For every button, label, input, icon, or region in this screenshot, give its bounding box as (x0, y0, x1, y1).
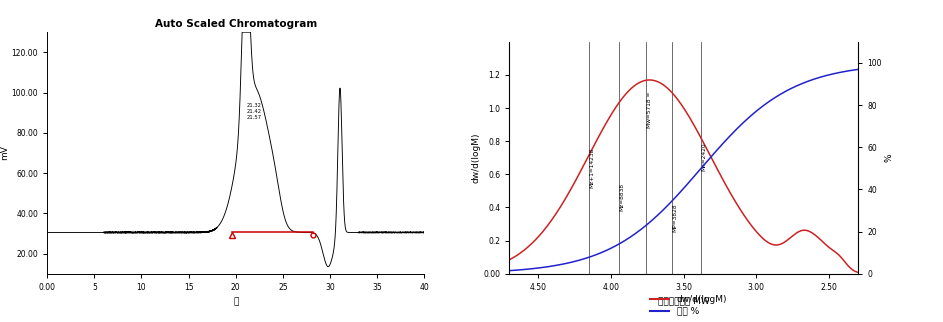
Text: Mn=2420: Mn=2420 (701, 142, 706, 171)
X-axis label: 분: 분 (233, 297, 239, 306)
Title: Auto Scaled Chromatogram: Auto Scaled Chromatogram (155, 19, 317, 29)
X-axis label: 슬라이스로그 MW: 슬라이스로그 MW (658, 296, 709, 305)
Y-axis label: dw/d(logM): dw/d(logM) (472, 133, 480, 183)
Text: Mz=8838: Mz=8838 (620, 183, 624, 211)
Legend: dw/d(logM), 누적 %: dw/d(logM), 누적 % (648, 293, 729, 317)
Y-axis label: %: % (885, 154, 893, 162)
Text: 21.32
21.42
21.57: 21.32 21.42 21.57 (247, 103, 262, 120)
Y-axis label: mV: mV (0, 146, 8, 160)
Text: MP=3828: MP=3828 (672, 204, 677, 232)
Text: Mz+1=14238: Mz+1=14238 (589, 147, 594, 188)
Text: Mw=5718 =: Mw=5718 = (647, 91, 652, 128)
